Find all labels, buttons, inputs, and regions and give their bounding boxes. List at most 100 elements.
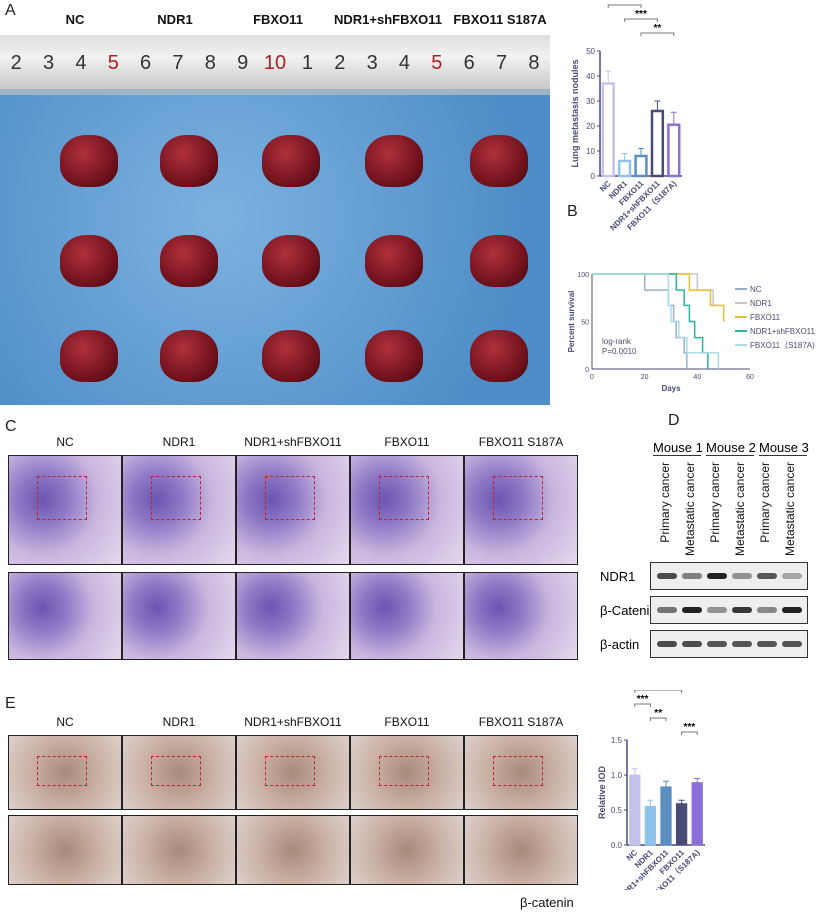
blot-label: NDR1 [600, 569, 636, 584]
micrograph-detail [236, 572, 350, 660]
significance-label: *** [637, 694, 649, 705]
legend-label: FBXO11（S187A) [750, 341, 815, 350]
y-tick-label: 0 [591, 172, 596, 181]
zoom-region [265, 756, 315, 786]
micrograph-detail [350, 815, 464, 885]
panel-label-b: B [567, 203, 578, 220]
blot-strip [650, 630, 808, 658]
bar [667, 123, 681, 178]
zoom-region [265, 476, 315, 520]
ruler-number: 9 [237, 52, 249, 74]
survival-curve [592, 273, 725, 322]
significance-label: ** [654, 708, 662, 719]
micrograph-overview [122, 455, 236, 565]
panel-label-e: E [5, 695, 16, 712]
ruler-number: 4 [398, 52, 411, 74]
blot-label: β-Catenin [600, 603, 657, 618]
protein-band [732, 641, 752, 647]
legend-label: FBXO11 [750, 313, 781, 322]
y-tick-label: 1.5 [611, 736, 623, 745]
micrograph-detail [464, 815, 578, 885]
x-tick-label: 20 [641, 374, 649, 381]
y-tick-label: 50 [581, 320, 589, 327]
y-tick-label: 50 [586, 47, 595, 56]
error-bar [605, 70, 612, 84]
x-axis-label: Days [661, 384, 681, 393]
significance-label: ** [654, 23, 662, 34]
logrank-annotation: log-rank [602, 337, 632, 346]
micrograph-detail [350, 572, 464, 660]
protein-band [682, 573, 702, 579]
protein-band [707, 607, 727, 613]
micrograph-overview [464, 455, 578, 565]
micrograph-detail [122, 815, 236, 885]
significance-bracket [634, 690, 683, 693]
error-bar [678, 799, 685, 804]
ruler-number: 1 [301, 52, 313, 74]
zoom-region [379, 756, 429, 786]
x-tick-label: 0 [590, 374, 594, 381]
ruler-number: 5 [107, 52, 119, 74]
lung-specimen [470, 135, 528, 187]
stain-label: β-catenin [520, 895, 574, 910]
y-tick-label: 20 [586, 122, 595, 131]
protein-band [657, 641, 677, 647]
mouse-label: Mouse 2 [706, 440, 756, 456]
protein-band [657, 573, 677, 579]
y-tick-label: 0 [585, 367, 589, 374]
group-label: FBXO11 [384, 715, 430, 729]
lung-specimen [365, 135, 423, 187]
nodules-bar-chart: 0 10 20 30 40 50 Lung metastasis nodules NC NDR1… [567, 0, 816, 393]
lung-specimen [262, 235, 320, 287]
bar [601, 82, 615, 178]
micrograph-detail [8, 815, 122, 885]
zoom-region [379, 476, 429, 520]
ruler-number: 7 [496, 52, 508, 74]
lung-specimen [365, 330, 423, 382]
lung-specimen [262, 135, 320, 187]
group-label: NDR1 [157, 12, 193, 27]
lung-specimen [262, 330, 320, 382]
zoom-region [493, 756, 543, 786]
group-label: NDR1+shFBXO11 [244, 715, 342, 729]
error-bar [654, 100, 661, 111]
bar [691, 782, 703, 846]
group-label: FBXO11 S187A [453, 12, 547, 27]
bar [675, 803, 688, 846]
error-bar [631, 768, 638, 775]
protein-band [682, 607, 702, 613]
protein-band [757, 573, 777, 579]
lane-label: Metastatic cancer [683, 462, 697, 557]
legend-label: NDR1 [750, 299, 772, 308]
zoom-region [37, 476, 87, 520]
group-label: NDR1 [162, 435, 196, 449]
legend-label: NDR1+shFBXO11 [750, 327, 816, 336]
ruler: 2 3 4 5 6 7 8 9 10 1 2 3 4 5 6 7 8 [0, 35, 550, 95]
group-label: FBXO11 [253, 12, 303, 27]
significance-bracket [634, 703, 651, 707]
lung-specimen [470, 235, 528, 287]
lung-specimens [0, 95, 550, 405]
bar [634, 154, 648, 178]
mouse-label: Mouse 1 [653, 440, 703, 456]
significance-label: *** [684, 722, 696, 733]
y-tick-label: 100 [577, 272, 589, 279]
panel-label-c: C [5, 418, 17, 435]
survival-curve [592, 273, 720, 369]
y-tick-label: 10 [586, 147, 595, 156]
blot-label: β-actin [600, 637, 640, 652]
group-label: NC [56, 715, 74, 729]
panel-label-a: A [5, 2, 16, 19]
group-label: FBXO11 [384, 435, 430, 449]
micrograph-overview [122, 735, 236, 810]
lung-specimen [160, 235, 218, 287]
ruler-number: 7 [172, 52, 184, 74]
micrograph-detail [464, 572, 578, 660]
significance-label: *** [619, 0, 631, 6]
lane-label: Primary cancer [758, 462, 772, 543]
error-bar [638, 148, 644, 156]
ruler-number: 6 [140, 52, 152, 74]
error-bar [670, 111, 677, 125]
micrograph-overview [236, 735, 350, 810]
